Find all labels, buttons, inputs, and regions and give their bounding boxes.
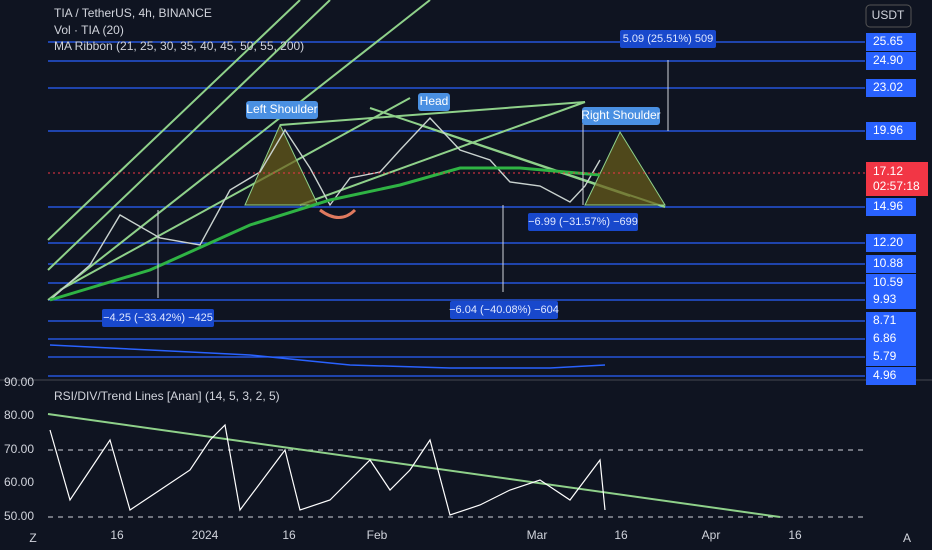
measurement: −6.04 (−40.08%) −604 xyxy=(449,304,559,316)
time-label: 16 xyxy=(110,528,124,542)
level-tag xyxy=(866,122,916,140)
rsi-trend xyxy=(47,413,781,518)
rsi-label: 50.00 xyxy=(4,509,34,523)
tag-bg xyxy=(450,301,558,319)
level-label: 4.96 xyxy=(873,368,897,382)
shoulder-curve xyxy=(319,208,357,219)
ma-200 xyxy=(49,166,601,302)
level-tag xyxy=(866,291,916,309)
measure-arrows xyxy=(157,60,669,298)
tag-bg xyxy=(246,101,318,119)
level-label: 14.96 xyxy=(873,199,903,213)
level-tag xyxy=(866,348,916,366)
rsi-label: 90.00 xyxy=(4,375,34,389)
annotation: Head xyxy=(420,94,449,108)
rsi-title: RSI/DIV/Trend Lines [Anan] (14, 5, 3, 2,… xyxy=(54,389,280,403)
symbol: TIA / TetherUS, 4h, BINANCE xyxy=(54,6,212,20)
indicator: Vol · TIA (20) xyxy=(54,23,124,37)
currency-button[interactable] xyxy=(865,4,912,28)
tag-bg xyxy=(582,107,660,125)
level-tag xyxy=(866,234,916,252)
level-label: 12.20 xyxy=(873,235,903,249)
level-label: 23.02 xyxy=(873,80,903,94)
rsi-label: 60.00 xyxy=(4,475,34,489)
time-label: 16 xyxy=(788,528,802,542)
left-shoulder-shape xyxy=(244,123,319,206)
time-label: Apr xyxy=(702,528,721,542)
tag-bg xyxy=(528,213,638,231)
level-tag xyxy=(866,198,916,216)
indicator: MA Ribbon (21, 25, 30, 35, 40, 45, 50, 5… xyxy=(54,39,304,53)
corner-button[interactable]: A xyxy=(903,531,911,545)
level-tag xyxy=(866,52,916,70)
rsi-label: 80.00 xyxy=(4,408,34,422)
time-label: 2024 xyxy=(192,528,219,542)
level-tag xyxy=(866,255,916,273)
level-label: 8.71 xyxy=(873,313,897,327)
level-label: 10.88 xyxy=(873,256,903,270)
level-label: 25.65 xyxy=(873,34,903,48)
level-label: 24.90 xyxy=(873,53,903,67)
level-label: 6.86 xyxy=(873,331,897,345)
level-tag xyxy=(866,367,916,385)
level-tag xyxy=(866,79,916,97)
level-tag xyxy=(866,330,916,348)
level-label: 10.59 xyxy=(873,275,903,289)
levels: 25.65 24.90 23.02 19.96 14.96 12.20 10.88 10.59… xyxy=(48,33,916,385)
annotation: Left Shoulder xyxy=(246,102,317,116)
measurement: −4.25 (−33.42%) −425 xyxy=(103,312,213,324)
measurement: −6.99 (−31.57%) −699 xyxy=(528,216,638,228)
level-label: 9.93 xyxy=(873,292,897,306)
measurement: 5.09 (25.51%) 509 xyxy=(623,33,714,45)
volume-ma xyxy=(49,344,606,369)
level-label: 19.96 xyxy=(873,123,903,137)
time-label: 16 xyxy=(282,528,296,542)
right-shoulder-shape xyxy=(584,130,666,206)
price-path xyxy=(49,116,601,301)
tag-bg xyxy=(620,30,716,48)
tag-bg xyxy=(418,93,450,111)
level-tag xyxy=(866,33,916,51)
time-label: 16 xyxy=(614,528,628,542)
rsi-line xyxy=(49,423,606,516)
annotation: Right Shoulder xyxy=(581,108,660,122)
currency[interactable]: USDT xyxy=(872,8,905,22)
level-tag xyxy=(866,312,916,330)
current-price: 17.12 xyxy=(873,164,903,178)
countdown: 02:57:18 xyxy=(873,179,920,193)
time-label: Feb xyxy=(367,528,388,542)
price-tag xyxy=(866,162,928,196)
rsi-label: 70.00 xyxy=(4,442,34,456)
corner-button[interactable]: Z xyxy=(29,531,36,545)
tag-bg xyxy=(102,309,214,327)
time-label: Mar xyxy=(527,528,548,542)
level-tag xyxy=(866,274,916,292)
level-label: 5.79 xyxy=(873,349,897,363)
